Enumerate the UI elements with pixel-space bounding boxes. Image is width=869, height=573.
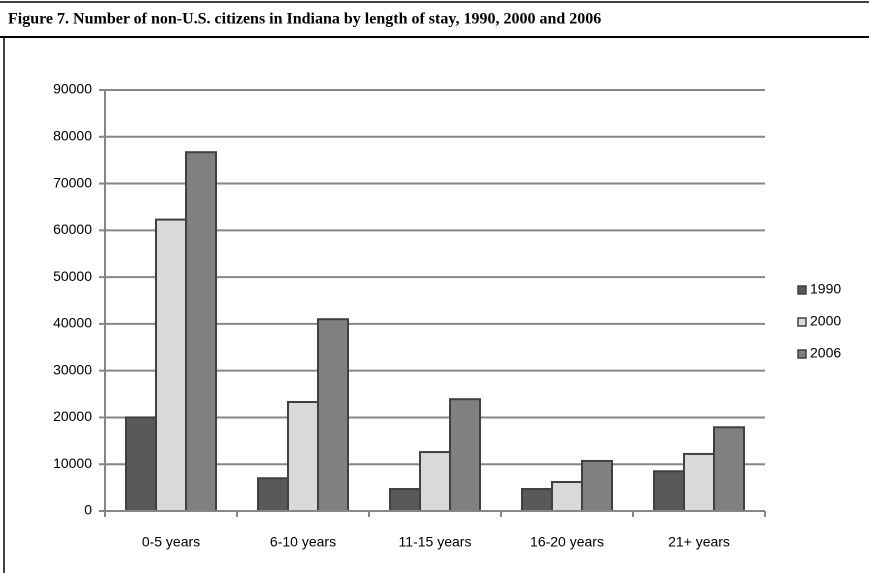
legend-label: 2006	[810, 345, 841, 361]
legend-swatch	[797, 349, 807, 359]
bar	[683, 452, 715, 513]
bar	[581, 459, 613, 513]
y-tick-label: 40000	[53, 315, 92, 331]
y-tick-label: 70000	[53, 174, 92, 190]
bar	[389, 488, 421, 512]
x-tick-label: 11-15 years	[399, 534, 472, 550]
bar	[521, 488, 553, 512]
bar	[185, 151, 217, 512]
bar	[713, 426, 745, 513]
legend-swatch	[797, 317, 807, 327]
y-tick-label: 80000	[53, 127, 92, 143]
x-tick-label: 6-10 years	[270, 534, 336, 550]
y-tick-label: 90000	[53, 81, 92, 97]
y-tick-label: 30000	[53, 361, 92, 377]
x-tick-label: 0-5 years	[142, 534, 200, 550]
y-tick-label: 50000	[53, 268, 92, 284]
bar	[125, 416, 157, 513]
bar	[551, 480, 583, 512]
y-tick-label: 10000	[53, 455, 92, 471]
bar	[317, 318, 349, 513]
bar	[257, 477, 289, 512]
legend-label: 2000	[810, 313, 841, 329]
bar	[653, 470, 685, 513]
bar	[287, 401, 319, 513]
bar	[155, 218, 187, 513]
legend-swatch	[797, 285, 807, 295]
bar	[449, 398, 481, 512]
chart-title: Figure 7. Number of non-U.S. citizens in…	[8, 11, 601, 28]
x-tick-label: 16-20 years	[530, 534, 604, 550]
bar	[419, 451, 451, 512]
y-tick-label: 20000	[53, 408, 92, 424]
x-tick-label: 21+ years	[668, 534, 730, 550]
legend-label: 1990	[810, 281, 841, 297]
y-tick-label: 60000	[53, 221, 92, 237]
y-tick-label: 0	[84, 502, 92, 518]
